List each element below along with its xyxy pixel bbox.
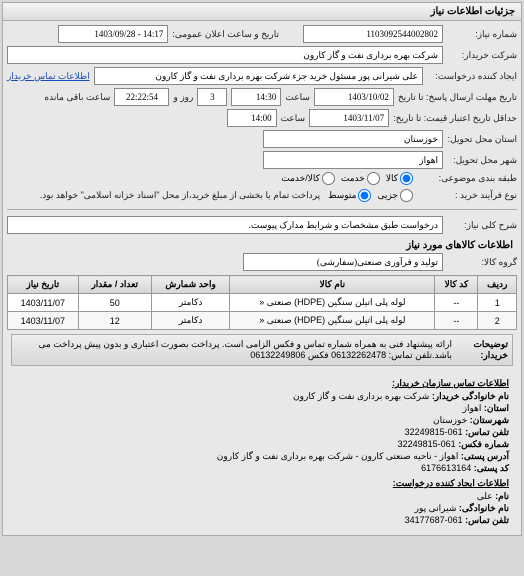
day-and-label: روز و	[173, 92, 193, 103]
buyer-description-box: توضیحات خریدار: ارائه پیشنهاد فنی به همر…	[11, 334, 513, 366]
group-field[interactable]	[243, 253, 443, 271]
buyer-field	[7, 46, 443, 64]
c-postal-label: کد پستی:	[474, 463, 509, 473]
cat-goodsservice-radio[interactable]: کالا/خدمت	[281, 172, 335, 185]
city-label: شهر محل تحویل:	[447, 155, 517, 166]
table-header: واحد شمارش	[151, 276, 230, 294]
c-req-phone-label: تلفن تماس:	[465, 515, 509, 525]
req-contact-title: اطلاعات ایجاد کننده درخواست:	[15, 478, 509, 489]
pt-minor-radio[interactable]: جزیی	[377, 189, 413, 202]
c-address-label: آدرس پستی:	[461, 451, 509, 461]
form-area: شماره نیاز: تاریخ و ساعت اعلان عمومی: شر…	[3, 21, 521, 535]
validity-time-field[interactable]	[227, 109, 277, 127]
c-phone-label: تلفن تماس:	[465, 427, 509, 437]
pt-note: پرداخت تمام یا بخشی از مبلغ خرید،از محل …	[36, 188, 324, 203]
purchase-type-radio-group: جزیی متوسط	[328, 189, 413, 202]
desc-label: توضیحات خریدار:	[458, 339, 508, 361]
c-req-family-label: نام خانوادگی:	[459, 503, 509, 513]
table-header: ردیف	[478, 276, 517, 294]
c-req-family: شیرانی پور	[415, 503, 457, 513]
c-family: شرکت بهره برداری نفت و گاز کارون	[293, 391, 429, 401]
time-label-1: ساعت	[285, 92, 310, 103]
table-cell: 1403/11/07	[8, 312, 79, 330]
c-province-label: استان:	[484, 403, 509, 413]
org-contact-title: اطلاعات تماس سازمان خریدار:	[15, 378, 509, 389]
c-address: اهواز - ناحیه صنعتی کارون - شرکت بهره بر…	[217, 451, 459, 461]
table-header: کد کالا	[435, 276, 478, 294]
buyer-label: شرکت خریدار:	[447, 50, 517, 61]
table-cell: 50	[78, 294, 151, 312]
table-row[interactable]: 2--لوله پلی اتیلن سنگین (HDPE) صنعتی «دک…	[8, 312, 517, 330]
table-cell: 2	[478, 312, 517, 330]
category-radio-group: کالا خدمت کالا/خدمت	[281, 172, 413, 185]
c-req-phone: 061-34177687	[405, 515, 463, 525]
table-cell: دکامتر	[151, 294, 230, 312]
request-no-label: شماره نیاز:	[447, 29, 517, 40]
table-row[interactable]: 1--لوله پلی اتیلن سنگین (HDPE) صنعتی «دک…	[8, 294, 517, 312]
cat-goods-radio[interactable]: کالا	[386, 172, 413, 185]
pt-medium-radio[interactable]: متوسط	[328, 189, 371, 202]
details-panel: جزئیات اطلاعات نیاز شماره نیاز: تاریخ و …	[2, 2, 522, 536]
remain-suffix-label: ساعت باقی مانده	[44, 92, 110, 103]
requester-label: ایجاد کننده درخواست:	[427, 71, 517, 82]
divider-1	[7, 209, 517, 210]
c-postal: 6176613164	[421, 463, 471, 473]
buyer-contact-link[interactable]: اطلاعات تماس خریدار	[7, 71, 90, 82]
c-family-label: نام خانوادگی خریدار:	[432, 391, 509, 401]
items-section-title: اطلاعات کالاهای مورد نیاز	[11, 240, 513, 251]
table-cell: --	[435, 294, 478, 312]
cat-service-radio[interactable]: خدمت	[341, 172, 380, 185]
category-label: طبقه بندی موضوعی:	[417, 173, 517, 184]
province-label: استان محل تحویل:	[447, 134, 517, 145]
desc-text: ارائه پیشنهاد فنی به همراه شماره تماس و …	[16, 339, 452, 361]
requester-field	[94, 67, 423, 85]
table-cell: لوله پلی اتیلن سنگین (HDPE) صنعتی «	[230, 294, 435, 312]
need-desc-label: شرح کلی نیاز:	[447, 220, 517, 231]
group-label: گروه کالا:	[447, 257, 517, 268]
c-name: علی	[477, 491, 493, 501]
province-field	[263, 130, 443, 148]
table-cell: لوله پلی اتیلن سنگین (HDPE) صنعتی «	[230, 312, 435, 330]
purchase-type-label: نوع فرآیند خرید :	[417, 190, 517, 201]
request-no-field[interactable]	[303, 25, 443, 43]
deadline-label: تاریخ مهلت ارسال پاسخ: تا تاریخ	[398, 92, 517, 103]
table-cell: 12	[78, 312, 151, 330]
table-cell: --	[435, 312, 478, 330]
c-fax: 061-32249815	[398, 439, 456, 449]
table-cell: 1	[478, 294, 517, 312]
items-table: ردیفکد کالانام کالاواحد شمارشتعداد / مقد…	[7, 275, 517, 330]
table-header: تاریخ نیاز	[8, 276, 79, 294]
datetime-field[interactable]	[58, 25, 168, 43]
c-province: اهواز	[463, 403, 482, 413]
c-phone: 061-32249815	[405, 427, 463, 437]
city-field	[263, 151, 443, 169]
contact-block: اطلاعات تماس سازمان خریدار: نام خانوادگی…	[7, 370, 517, 531]
validity-date-field[interactable]	[309, 109, 389, 127]
remain-time-field	[114, 88, 169, 106]
table-header: تعداد / مقدار	[78, 276, 151, 294]
c-fax-label: شماره فکس:	[458, 439, 509, 449]
c-county-label: شهرستان:	[470, 415, 509, 425]
deadline-time-field[interactable]	[231, 88, 281, 106]
panel-title: جزئیات اطلاعات نیاز	[3, 3, 521, 21]
table-cell: 1403/11/07	[8, 294, 79, 312]
table-cell: دکامتر	[151, 312, 230, 330]
datetime-label: تاریخ و ساعت اعلان عمومی:	[172, 29, 279, 40]
time-label-2: ساعت	[281, 113, 306, 124]
deadline-date-field[interactable]	[314, 88, 394, 106]
table-header: نام کالا	[230, 276, 435, 294]
c-name-label: نام:	[495, 491, 509, 501]
remain-days-field	[197, 88, 227, 106]
need-desc-field[interactable]	[7, 216, 443, 234]
c-county: خوزستان	[433, 415, 467, 425]
validity-label: حداقل تاریخ اعتبار قیمت: تا تاریخ:	[393, 113, 517, 124]
